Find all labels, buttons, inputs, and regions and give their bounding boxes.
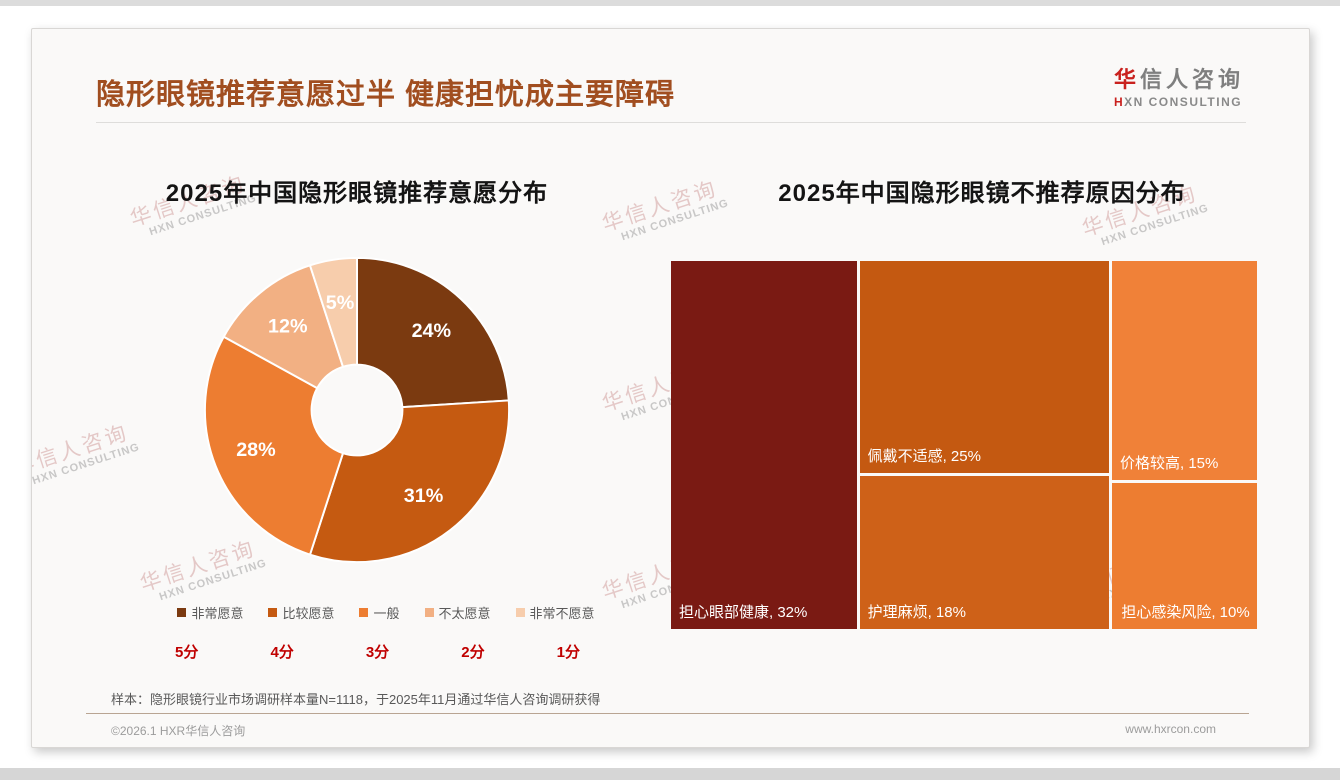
logo-en-highlight: H xyxy=(1113,95,1125,109)
page-bottom-strip xyxy=(0,768,1340,780)
sample-note: 样本：隐形眼镜行业市场调研样本量N=1118，于2025年11月通过华信人咨询调… xyxy=(111,692,601,707)
footer-divider xyxy=(86,713,1249,714)
treemap-column-3: 价格较高, 15% 担心感染风险, 10% xyxy=(1112,261,1257,629)
donut-legend: 非常愿意 比较愿意 一般 不太愿意 非常不愿意 xyxy=(91,603,681,622)
legend-label: 非常不愿意 xyxy=(529,606,595,621)
watermark-cn: 华信人咨询 xyxy=(31,421,132,481)
legend-label: 非常愿意 xyxy=(191,606,244,621)
legend-item-1: 非常愿意 xyxy=(177,603,243,622)
treemap-column-2: 佩戴不适感, 25% 护理麻烦, 18% xyxy=(859,261,1109,629)
donut-slice-5 xyxy=(308,256,358,369)
legend-swatch xyxy=(359,608,369,617)
treemap-cell-label: 价格较高, 15% xyxy=(1120,455,1219,473)
donut-slice-4 xyxy=(222,264,345,390)
legend-swatch xyxy=(177,608,187,617)
donut-slice-2 xyxy=(308,399,511,564)
score-label-4: 2分 xyxy=(461,644,485,661)
logo-en-rest: XN CONSULTING xyxy=(1124,95,1243,109)
legend-swatch xyxy=(424,608,434,617)
treemap-cell-label: 担心眼部健康, 32% xyxy=(679,604,808,622)
slide-card: 华信人咨询 HXN CONSULTING 华信人咨询 HXN CONSULTING 华信… xyxy=(31,28,1310,748)
donut-slice-1 xyxy=(356,256,510,409)
legend-swatch xyxy=(268,608,278,617)
watermark-en: HXN CONSULTING xyxy=(31,441,142,488)
treemap-cell-label: 担心感染风险, 10% xyxy=(1121,604,1250,622)
donut-chart: 24% 31% 28% 12% 5% xyxy=(199,252,515,568)
donut-svg: 24% 31% 28% 12% 5% xyxy=(203,256,511,564)
legend-swatch xyxy=(515,608,525,617)
logo-cn: 华信人咨询 xyxy=(1114,62,1244,94)
score-label-2: 4分 xyxy=(270,644,294,661)
score-label-5: 1分 xyxy=(556,644,580,661)
watermark-en: HXN CONSULTING xyxy=(1099,202,1211,249)
treemap-cell-4: 价格较高, 15% xyxy=(1112,261,1257,480)
legend-label: 比较愿意 xyxy=(282,606,335,621)
treemap-chart-title: 2025年中国隐形眼镜不推荐原因分布 xyxy=(778,180,1186,207)
donut-data-label: 31% xyxy=(404,485,444,507)
donut-slice-3 xyxy=(203,335,345,556)
donut-data-label: 28% xyxy=(236,439,276,461)
page-title: 隐形眼镜推荐意愿过半 健康担忧成主要障碍 xyxy=(96,79,676,111)
score-label-3: 3分 xyxy=(365,644,390,661)
donut-data-label: 12% xyxy=(268,315,308,337)
company-logo: 华信人咨询 HXN CONSULTING xyxy=(1114,62,1244,109)
page-top-strip xyxy=(0,0,1340,6)
logo-en: HXN CONSULTING xyxy=(1114,95,1244,109)
treemap-cell-1: 担心眼部健康, 32% xyxy=(671,261,857,629)
logo-cn-highlight: 华 xyxy=(1113,67,1140,92)
treemap-cell-label: 佩戴不适感, 25% xyxy=(867,448,981,466)
treemap-cell-label: 护理麻烦, 18% xyxy=(867,604,966,622)
footer-website: www.hxrcon.com xyxy=(1125,722,1216,736)
header-divider xyxy=(96,122,1246,123)
donut-data-label: 5% xyxy=(326,292,355,314)
legend-item-2: 比较愿意 xyxy=(268,603,334,622)
legend-item-3: 一般 xyxy=(359,603,400,622)
logo-cn-rest: 信人咨询 xyxy=(1139,67,1244,92)
treemap-cell-3: 护理麻烦, 18% xyxy=(859,476,1109,629)
legend-item-4: 不太愿意 xyxy=(424,603,491,622)
treemap-chart: 担心眼部健康, 32% 佩戴不适感, 25% 护理麻烦, 18% 价格较高, 15% 担… xyxy=(671,261,1257,629)
legend-label: 不太愿意 xyxy=(438,606,491,621)
score-row: 5分 4分 3分 2分 1分 xyxy=(139,641,616,662)
donut-data-label: 24% xyxy=(412,320,452,342)
treemap-cell-2: 佩戴不适感, 25% xyxy=(859,261,1109,474)
footer-copyright: ©2026.1 HXR华信人咨询 xyxy=(111,724,246,738)
donut-chart-title: 2025年中国隐形眼镜推荐意愿分布 xyxy=(165,180,549,207)
legend-item-5: 非常不愿意 xyxy=(515,603,595,622)
legend-label: 一般 xyxy=(373,606,400,621)
treemap-column-1: 担心眼部健康, 32% xyxy=(671,261,857,629)
treemap-cell-5: 担心感染风险, 10% xyxy=(1112,483,1257,629)
score-label-1: 5分 xyxy=(175,644,199,661)
